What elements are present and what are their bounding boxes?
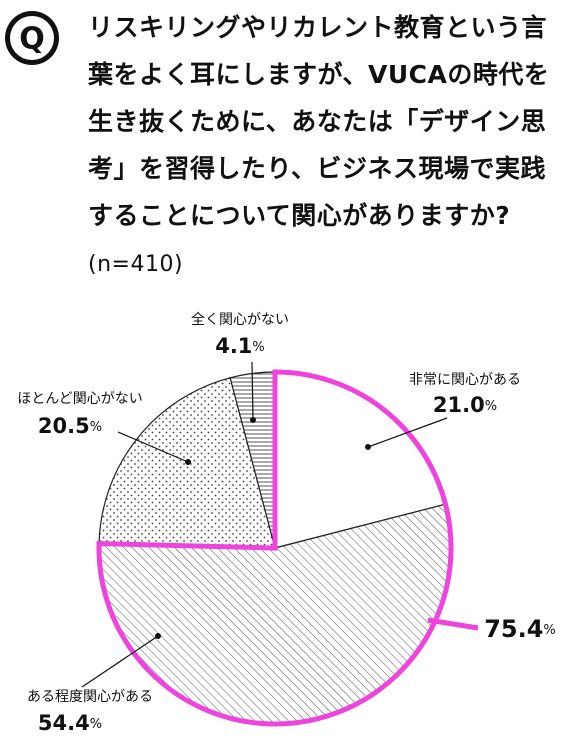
leader-line (367, 417, 448, 448)
slice-value: 21.0% (433, 393, 497, 417)
question: リスキリングやリカレント教育という言葉をよく耳にしますが、VUCAの時代を生き抜… (88, 4, 558, 288)
value-number: 20.5 (38, 414, 90, 438)
slice-name: 全く関心がない (191, 311, 289, 328)
value-unit: % (485, 399, 497, 414)
highlight-number: 75.4 (484, 615, 543, 643)
question-text: リスキリングやリカレント教育という言葉をよく耳にしますが、VUCAの時代を生き抜… (88, 13, 550, 230)
value-unit: % (90, 717, 102, 732)
highlight-value: 75.4% (484, 615, 556, 643)
slice-name: ある程度関心がある (27, 689, 153, 705)
leader-line (81, 635, 159, 688)
icon-inner (10, 16, 54, 60)
icon-letter: Q (19, 22, 45, 57)
slice-value: 20.5% (38, 414, 102, 438)
value-unit: % (90, 420, 102, 435)
value-unit: % (252, 340, 264, 355)
leader-line (251, 361, 254, 421)
value-number: 54.4 (38, 711, 90, 735)
highlight-outline (96, 369, 454, 727)
leader-dot (155, 633, 161, 639)
slice-value: 4.1% (215, 334, 265, 358)
leader-dot (185, 459, 191, 465)
slice-value: 54.4% (38, 711, 102, 735)
value-number: 4.1 (215, 334, 252, 358)
highlight-leader (427, 617, 479, 631)
value-number: 21.0 (433, 393, 485, 417)
highlight-unit: % (543, 623, 555, 638)
sample-size: (n=410) (88, 252, 184, 277)
leader-line (117, 431, 189, 463)
leader-dot (250, 417, 256, 423)
slice-name: ほとんど関心がない (17, 391, 143, 407)
leader-dot (365, 444, 371, 450)
slice-name: 非常に関心がある (409, 372, 521, 388)
